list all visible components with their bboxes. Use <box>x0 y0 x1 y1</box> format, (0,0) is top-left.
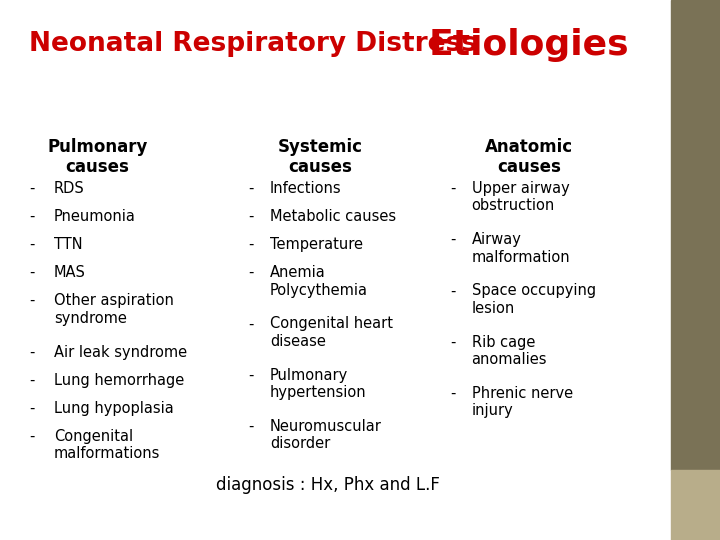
Text: -: - <box>29 265 34 280</box>
Text: -: - <box>248 419 253 434</box>
Text: Etiologies: Etiologies <box>428 28 629 62</box>
Text: Pulmonary
hypertension: Pulmonary hypertension <box>270 368 366 400</box>
Text: -: - <box>29 373 34 388</box>
Text: Pneumonia: Pneumonia <box>54 209 136 224</box>
Text: Neuromuscular
disorder: Neuromuscular disorder <box>270 419 382 451</box>
Text: Congenital
malformations: Congenital malformations <box>54 429 161 461</box>
Text: -: - <box>450 284 455 299</box>
Text: Anatomic
causes: Anatomic causes <box>485 138 573 177</box>
Text: -: - <box>29 429 34 444</box>
Text: Airway
malformation: Airway malformation <box>472 232 570 265</box>
Text: -: - <box>248 181 253 196</box>
Text: -: - <box>248 265 253 280</box>
Text: Space occupying
lesion: Space occupying lesion <box>472 284 595 316</box>
Text: Systemic
causes: Systemic causes <box>278 138 363 177</box>
Text: Congenital heart
disease: Congenital heart disease <box>270 316 393 349</box>
Text: Anemia
Polycythemia: Anemia Polycythemia <box>270 265 368 298</box>
Text: -: - <box>248 209 253 224</box>
Text: Lung hypoplasia: Lung hypoplasia <box>54 401 174 416</box>
Text: -: - <box>29 209 34 224</box>
Text: -: - <box>450 181 455 196</box>
Text: MAS: MAS <box>54 265 86 280</box>
Text: Phrenic nerve
injury: Phrenic nerve injury <box>472 386 572 418</box>
Text: -: - <box>29 181 34 196</box>
Text: Infections: Infections <box>270 181 341 196</box>
Text: Neonatal Respiratory Distress: Neonatal Respiratory Distress <box>29 31 486 57</box>
Text: Other aspiration
syndrome: Other aspiration syndrome <box>54 293 174 326</box>
Text: Air leak syndrome: Air leak syndrome <box>54 345 187 360</box>
Text: -: - <box>248 237 253 252</box>
Text: diagnosis : Hx, Phx and L.F: diagnosis : Hx, Phx and L.F <box>216 476 440 494</box>
Text: -: - <box>29 401 34 416</box>
Text: Rib cage
anomalies: Rib cage anomalies <box>472 335 547 367</box>
Text: -: - <box>450 335 455 350</box>
Text: -: - <box>248 368 253 383</box>
Bar <box>671 470 720 540</box>
Text: -: - <box>248 316 253 332</box>
Text: Lung hemorrhage: Lung hemorrhage <box>54 373 184 388</box>
Text: Metabolic causes: Metabolic causes <box>270 209 396 224</box>
Text: TTN: TTN <box>54 237 83 252</box>
Text: -: - <box>29 345 34 360</box>
Text: -: - <box>450 386 455 401</box>
Text: Pulmonary
causes: Pulmonary causes <box>47 138 148 177</box>
Text: -: - <box>29 293 34 308</box>
Text: Temperature: Temperature <box>270 237 363 252</box>
Text: -: - <box>29 237 34 252</box>
Text: Upper airway
obstruction: Upper airway obstruction <box>472 181 570 213</box>
Text: RDS: RDS <box>54 181 85 196</box>
Bar <box>671 0 720 470</box>
Text: -: - <box>450 232 455 247</box>
